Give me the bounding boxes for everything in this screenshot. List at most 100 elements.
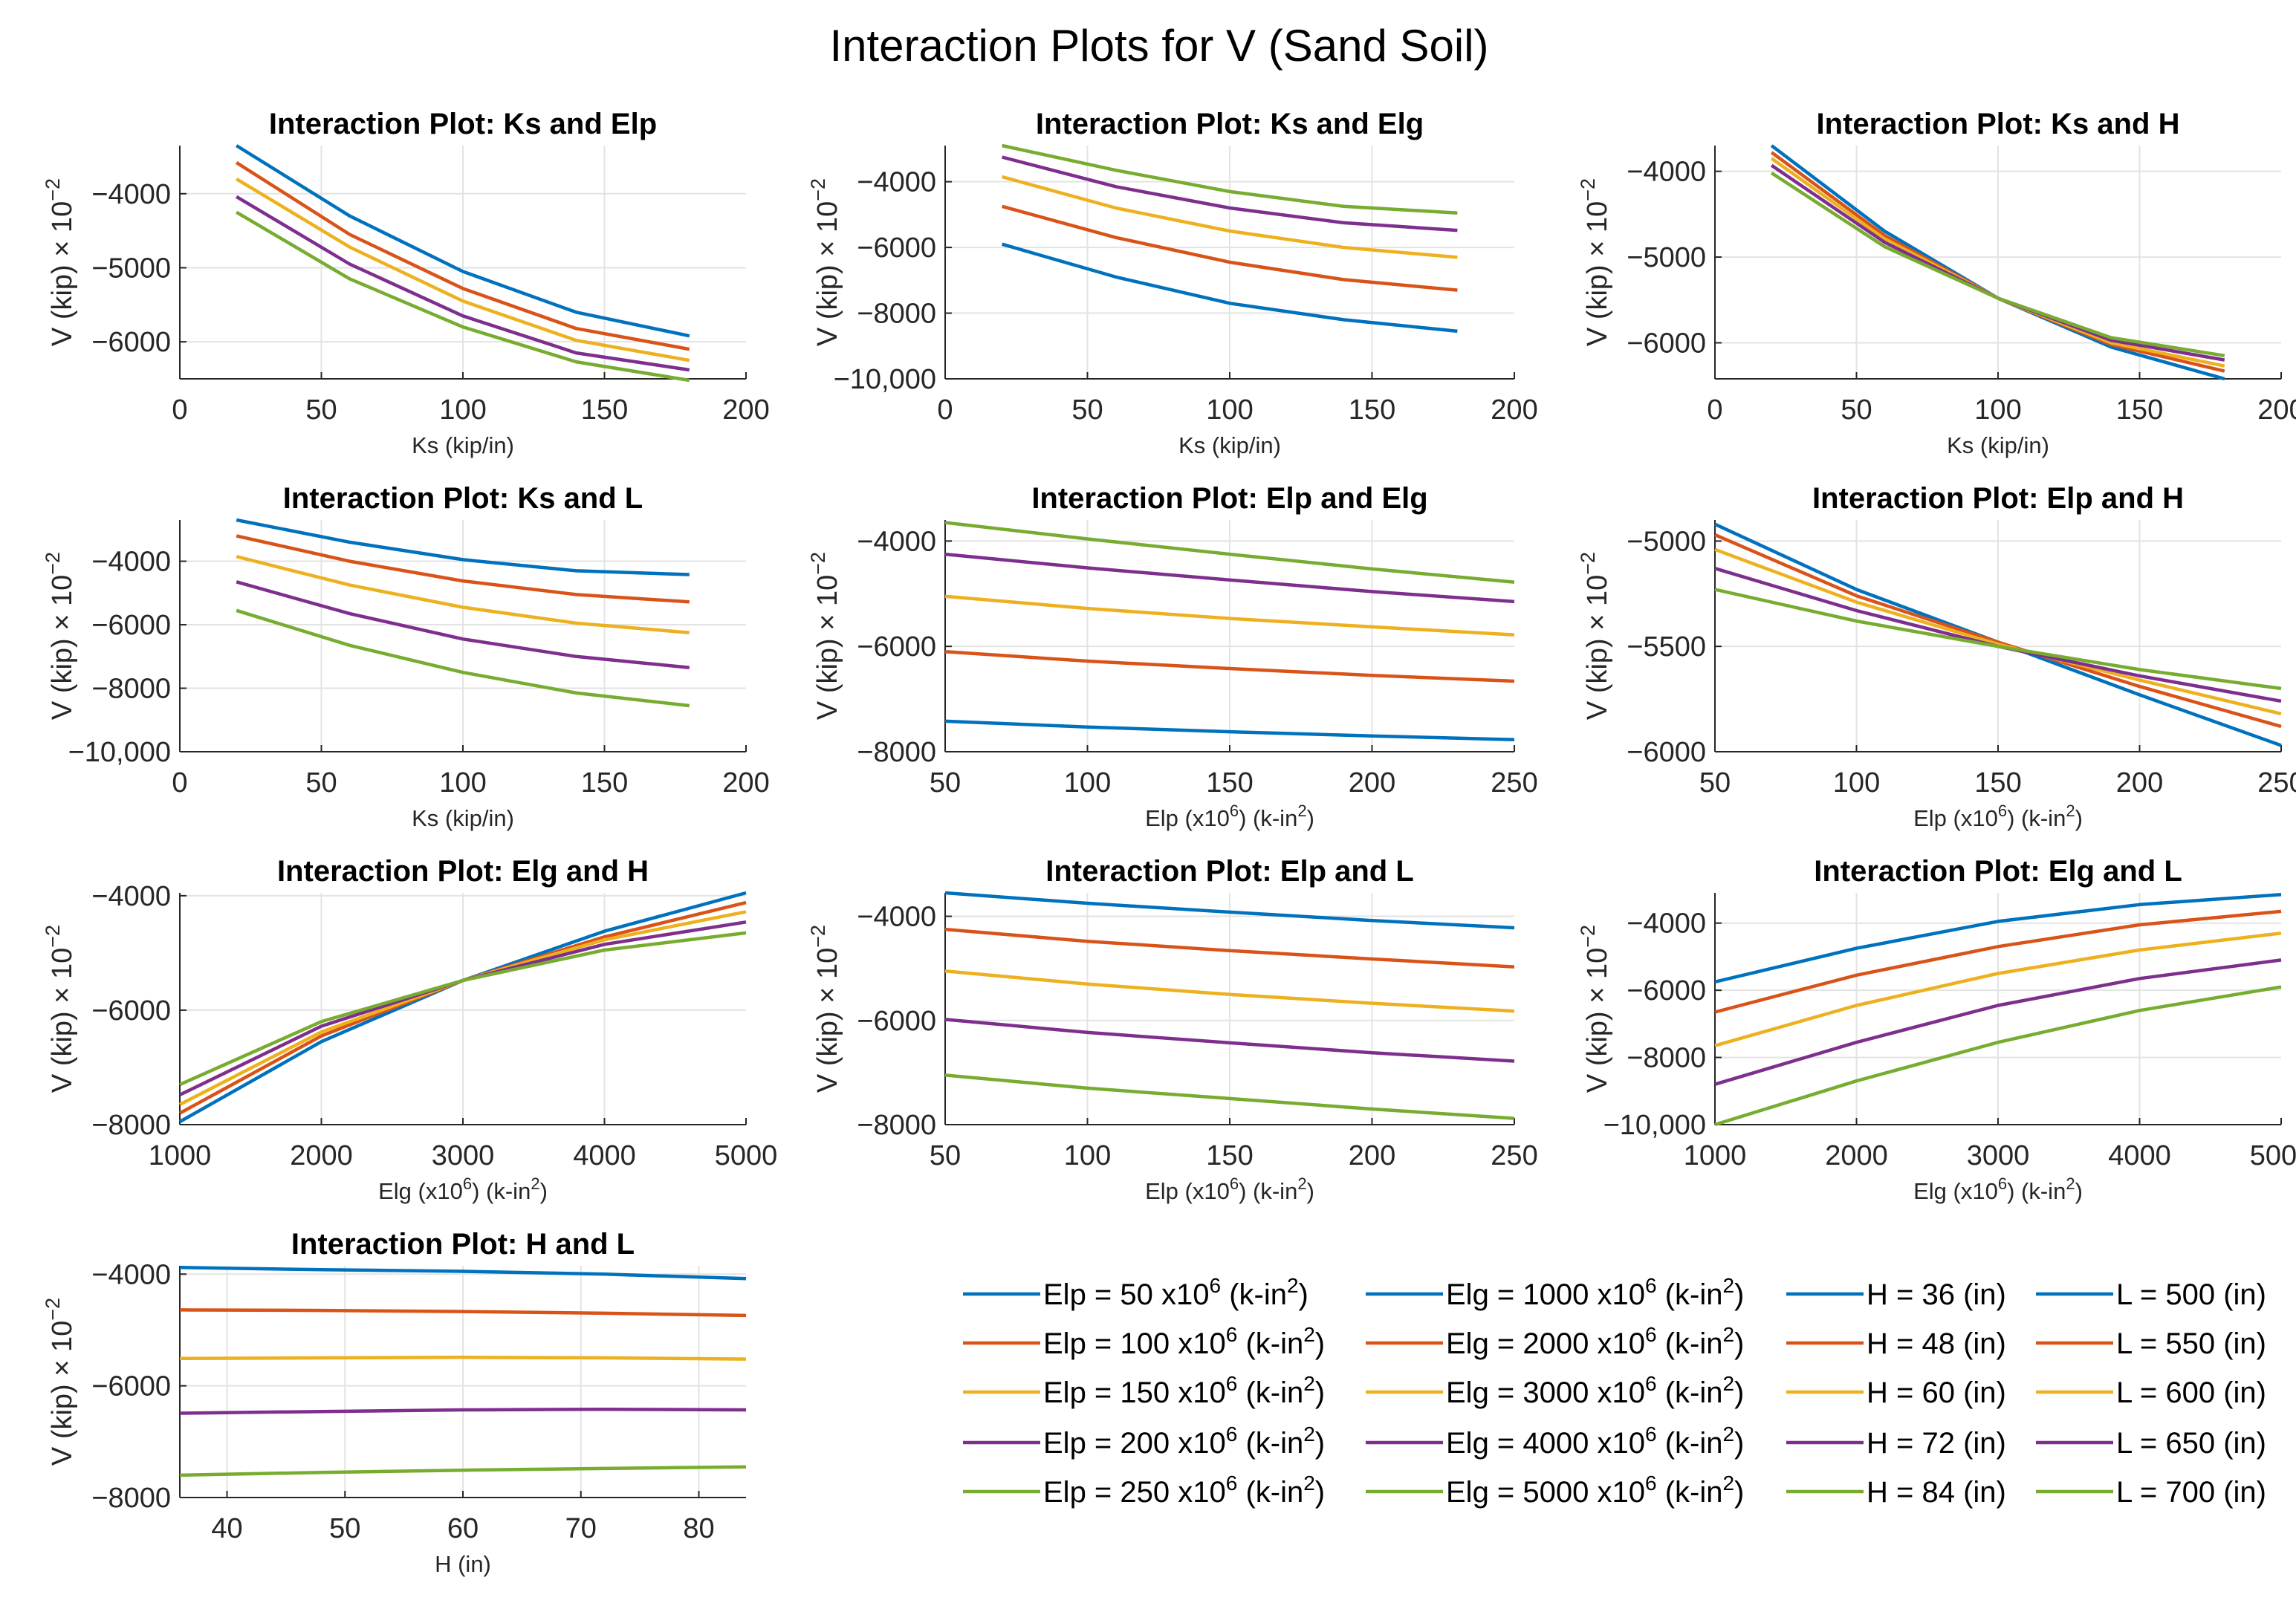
y-tick-label: −8000 xyxy=(857,737,936,768)
x-tick-label: 250 xyxy=(1491,1140,1537,1171)
x-tick-label: 2000 xyxy=(290,1140,353,1171)
legend-label: H = 36 (in) xyxy=(1867,1278,2006,1311)
series-line-5 xyxy=(1002,143,1458,215)
x-tick-label: 5000 xyxy=(715,1140,778,1171)
legend-item: L = 700 (in) xyxy=(2036,1476,2266,1509)
y-tick-label: −5000 xyxy=(1627,242,1706,273)
figure-title: Interaction Plots for V (Sand Soil) xyxy=(829,21,1488,71)
series-line-3 xyxy=(1714,931,2282,1047)
y-tick-label: −6000 xyxy=(1627,328,1706,360)
series-line-5 xyxy=(944,521,1515,584)
legend-text: (k-in xyxy=(1657,1427,1723,1460)
y-tick-label: −10,000 xyxy=(68,737,171,768)
legend-text: (k-in xyxy=(1237,1427,1303,1460)
legend-item: H = 48 (in) xyxy=(1786,1327,2006,1360)
y-label-text: V (kip) × 10 xyxy=(47,948,78,1093)
x-axis-label: Elp (x106) (k-in2) xyxy=(1145,802,1314,831)
legend-text: H = 60 (in) xyxy=(1867,1376,2006,1409)
series-line-3 xyxy=(944,594,1515,637)
chart-panel-8: 50 100 150 200 250 −8000 −6000 −4000 Interaction… xyxy=(807,855,1538,1204)
panel-title: Interaction Plot: Ks and L xyxy=(283,482,643,515)
legend-item: L = 500 (in) xyxy=(2036,1278,2266,1311)
series-line-4 xyxy=(1002,155,1458,233)
x-axis-label: Ks (kip/in) xyxy=(412,805,514,831)
legend-sup: 2 xyxy=(1303,1323,1315,1346)
series-line-1 xyxy=(179,1266,747,1281)
x-tick-label: 150 xyxy=(1206,767,1253,799)
y-tick-label: −4000 xyxy=(91,881,171,912)
x-label-sup: 2 xyxy=(2066,802,2075,820)
series-line-5 xyxy=(1714,985,2282,1127)
y-tick-label: −10,000 xyxy=(1603,1110,1706,1141)
legend-text: H = 72 (in) xyxy=(1867,1427,2006,1460)
y-tick-label: −4000 xyxy=(91,179,171,210)
legend-label: L = 550 (in) xyxy=(2116,1327,2266,1360)
x-label-text: Elg (x10 xyxy=(1913,1178,1998,1204)
legend-text: ) xyxy=(1734,1327,1744,1360)
y-axis-label: V (kip) × 10−2 xyxy=(42,1298,78,1466)
x-tick-label: 100 xyxy=(1064,1140,1111,1171)
legend-text: (k-in xyxy=(1237,1327,1303,1360)
y-tick-label: −8000 xyxy=(857,299,936,330)
y-tick-label: −5500 xyxy=(1627,631,1706,663)
panel-title: Interaction Plot: Elg and L xyxy=(1814,855,2182,888)
x-label-text: Elg (x10 xyxy=(378,1178,463,1204)
legend-item: Elg = 2000 x106 (k-in2) xyxy=(1366,1323,1744,1360)
series-line-5 xyxy=(236,608,690,708)
series-line-2 xyxy=(236,534,690,604)
x-tick-label: 60 xyxy=(447,1513,479,1544)
x-label-text: ) (k-in xyxy=(2007,805,2066,831)
x-tick-label: 50 xyxy=(1071,394,1103,426)
x-axis-label: Ks (kip/in) xyxy=(412,432,514,458)
x-tick-label: 100 xyxy=(439,767,486,799)
series-line-2 xyxy=(179,1308,747,1318)
series-line-3 xyxy=(1714,547,2282,716)
x-label-text: ) (k-in xyxy=(2007,1178,2066,1204)
y-label-exp: −2 xyxy=(42,178,64,201)
series-line-3 xyxy=(236,177,690,362)
y-label-exp: −2 xyxy=(1577,552,1599,575)
series-line-5 xyxy=(1770,172,2225,358)
legend-label: Elp = 50 x106 (k-in2) xyxy=(1043,1274,1308,1311)
x-tick-label: 200 xyxy=(2257,394,2296,426)
y-axis-label: V (kip) × 10−2 xyxy=(807,178,843,346)
legend-label: Elg = 1000 x106 (k-in2) xyxy=(1446,1274,1744,1311)
x-label-text: Elp (x10 xyxy=(1145,1178,1230,1204)
x-label-text: ) (k-in xyxy=(472,1178,531,1204)
series-line-4 xyxy=(944,1018,1515,1063)
legend-text: (k-in xyxy=(1657,1376,1723,1409)
legend-sup: 6 xyxy=(1226,1422,1238,1446)
legend-text: Elp = 100 x10 xyxy=(1043,1327,1226,1360)
x-axis-label: Elg (x106) (k-in2) xyxy=(1913,1174,2083,1204)
legend-text: (k-in xyxy=(1657,1476,1723,1509)
x-tick-label: 5000 xyxy=(2250,1140,2296,1171)
series-line-1 xyxy=(236,518,690,576)
legend-text: H = 48 (in) xyxy=(1867,1327,2006,1360)
series-line-3 xyxy=(1002,175,1458,259)
legend-item: Elp = 150 x106 (k-in2) xyxy=(963,1372,1325,1409)
y-tick-label: −4000 xyxy=(91,547,171,578)
chart-panel-2: 0 50 100 150 200 −10,000 −8000 −6000 −4000 Intera… xyxy=(807,108,1538,458)
legend-text: Elp = 200 x10 xyxy=(1043,1427,1226,1460)
y-tick-label: −8000 xyxy=(857,1110,936,1141)
legend-sup: 2 xyxy=(1722,1422,1734,1446)
series-line-1 xyxy=(1714,893,2282,983)
series-line-2 xyxy=(944,927,1515,969)
legend-text: ) xyxy=(1315,1427,1325,1460)
series-line-3 xyxy=(236,555,690,634)
y-axis-label: V (kip) × 10−2 xyxy=(807,925,843,1093)
series-line-5 xyxy=(944,1073,1515,1120)
chart-panel-5: 50 100 150 200 250 −8000 −6000 −4000 Interaction… xyxy=(807,482,1538,831)
legend-label: Elg = 4000 x106 (k-in2) xyxy=(1446,1422,1744,1460)
x-tick-label: 50 xyxy=(305,767,337,799)
x-tick-label: 3000 xyxy=(432,1140,495,1171)
legend-label: L = 650 (in) xyxy=(2116,1427,2266,1460)
x-label-text: Elp (x10 xyxy=(1913,805,1998,831)
y-tick-label: −8000 xyxy=(1627,1043,1706,1074)
legend-item: H = 60 (in) xyxy=(1786,1376,2006,1409)
legend-sup: 6 xyxy=(1645,1372,1657,1395)
series-line-3 xyxy=(944,969,1515,1013)
legend-sup: 2 xyxy=(1722,1274,1734,1297)
series-line-1 xyxy=(944,719,1515,741)
panel-title: Interaction Plot: Ks and Elg xyxy=(1036,108,1424,140)
